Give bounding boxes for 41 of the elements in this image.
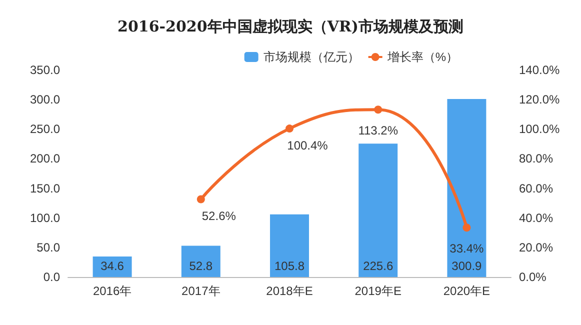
point xyxy=(196,195,205,204)
bar xyxy=(270,214,309,277)
y2-tick-label: 20.0% xyxy=(519,240,554,254)
y2-tick-label: 140.0% xyxy=(519,63,560,77)
y-tick-label: 300.0 xyxy=(30,92,60,107)
x-tick-label: 2017年 xyxy=(182,284,220,298)
x-tick-label: 2020年E xyxy=(443,284,490,298)
y-tick-label: 350.0 xyxy=(30,63,60,77)
y-tick-label: 250.0 xyxy=(30,122,60,136)
bar xyxy=(358,144,398,277)
data-label: 33.4% xyxy=(450,242,484,256)
x-tick-label: 2018年E xyxy=(266,284,313,298)
y-tick-label: 200.0 xyxy=(30,152,60,166)
y2-tick-label: 40.0% xyxy=(519,210,554,225)
data-label: 105.8 xyxy=(274,259,305,273)
data-label: 300.9 xyxy=(452,259,482,273)
data-label: 52.6% xyxy=(202,209,236,224)
data-label: 34.6 xyxy=(100,259,124,273)
chart-title: 2016-2020年中国虚拟现实（VR)市场规模及预测 xyxy=(118,18,464,36)
y2-tick-label: 100.0% xyxy=(519,122,560,136)
data-label: 52.8 xyxy=(189,259,213,273)
y-tick-label: 50.0 xyxy=(36,240,60,254)
x-tick-label: 2019年E xyxy=(354,284,402,298)
data-label: 113.2% xyxy=(358,124,398,138)
data-label: 225.6 xyxy=(363,259,394,273)
data-label: 100.4% xyxy=(287,138,328,153)
x-tick-label: 2016年 xyxy=(92,284,132,298)
point xyxy=(462,224,471,232)
bar xyxy=(181,246,220,277)
legend-label: 市场规模（亿元） xyxy=(263,50,360,64)
y2-tick-label: 60.0% xyxy=(519,181,554,196)
point xyxy=(374,106,382,114)
y2-tick-label: 0.0% xyxy=(519,270,547,284)
point xyxy=(286,124,294,133)
y-tick-label: 100.0 xyxy=(30,210,60,225)
y2-tick-label: 120.0% xyxy=(519,92,560,107)
bar xyxy=(447,99,486,277)
y-tick-label: 150.0 xyxy=(30,181,60,196)
legend-label: 增长率（%） xyxy=(386,50,458,64)
y2-tick-label: 80.0% xyxy=(519,152,554,166)
y-tick-label: 0.0 xyxy=(43,270,60,284)
